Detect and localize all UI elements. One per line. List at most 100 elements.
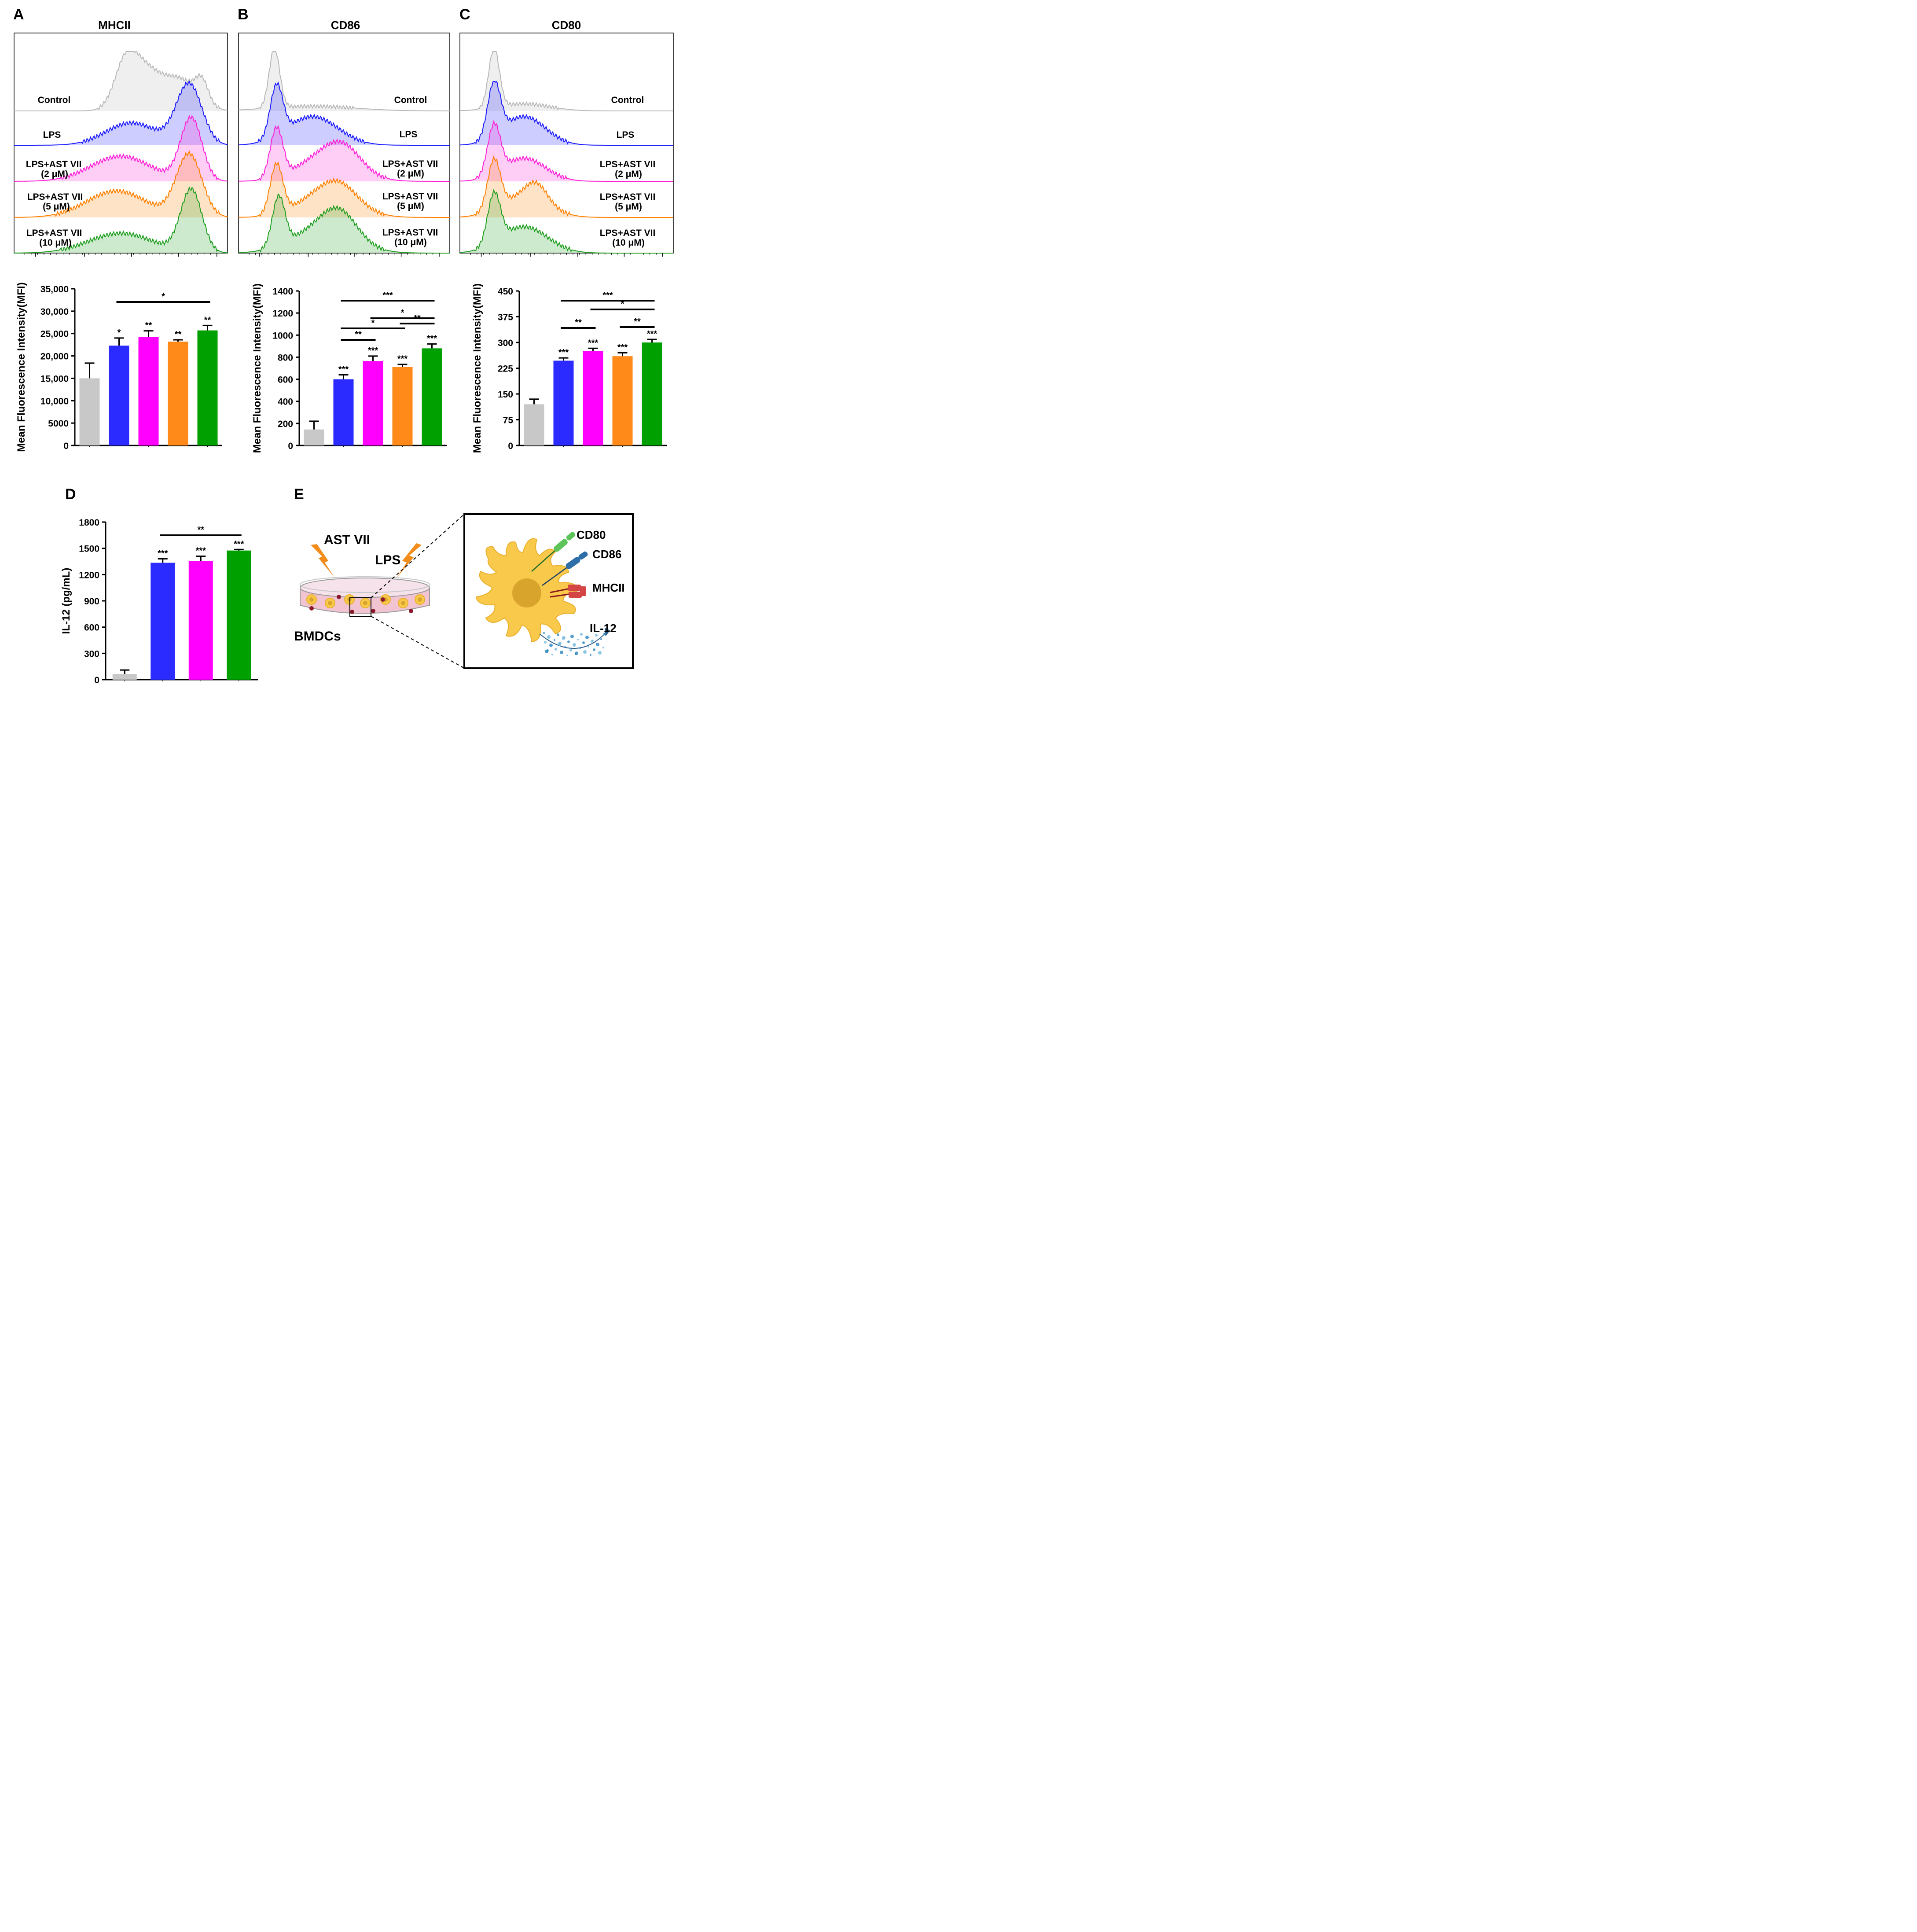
marker-cd80-label: CD80 (577, 528, 606, 541)
hist-label-ast10: LPS+AST VII (26, 228, 82, 238)
hist-label-ast5: LPS+AST VII (600, 192, 656, 202)
hist-label-ast2: LPS+AST VII (382, 159, 438, 169)
il12-dot (545, 650, 548, 653)
histogram-panel-cd80 (459, 33, 674, 257)
bracket-label: ** (197, 525, 204, 535)
y-tick-label: 30,000 (40, 307, 69, 317)
significance-label: *** (588, 338, 599, 348)
y-tick-label: 300 (498, 338, 513, 348)
histogram-fill (14, 151, 228, 217)
hist-label-ast2-dose: (2 μM) (41, 169, 68, 179)
significance-label: *** (368, 346, 378, 356)
y-tick-label: 900 (84, 596, 99, 607)
histogram-fill (239, 162, 450, 217)
panel-letter-e: E (294, 486, 304, 503)
y-tick-label: 0 (94, 675, 99, 685)
histogram-fill (14, 188, 228, 253)
dish-particle (381, 597, 385, 602)
bar (583, 351, 603, 445)
significance-label: * (118, 328, 121, 338)
bar (188, 561, 213, 680)
bar (304, 429, 324, 445)
il12-particles (543, 632, 606, 656)
bar (422, 348, 442, 445)
y-tick-label: 600 (278, 375, 293, 385)
marker-cd86-label: CD86 (592, 548, 621, 561)
il12-dot (603, 633, 606, 635)
panel-letter-c: C (459, 6, 470, 23)
stimulus-lps-label: LPS (375, 553, 400, 567)
histogram-curve (239, 193, 450, 254)
hist-label-ast2: LPS+AST VII (600, 159, 656, 169)
cytokine-label: IL-12 (590, 622, 617, 635)
significance-label: *** (234, 539, 244, 549)
histogram-fill (460, 190, 673, 253)
il12-dot (555, 648, 557, 651)
dish-label: BMDCs (294, 629, 341, 644)
bracket-label: ** (575, 318, 582, 328)
y-tick-label: 10,000 (40, 396, 69, 406)
y-tick-label: 25,000 (40, 329, 69, 339)
dish-cell-nucleus (418, 597, 422, 602)
y-tick-label: 1200 (79, 570, 99, 580)
significance-label: ** (145, 321, 152, 331)
mhcii-receptor-icon (550, 585, 586, 598)
y-tick-label: 0 (288, 441, 293, 451)
bar (333, 379, 354, 445)
il12-dot (580, 633, 583, 636)
bar (392, 367, 413, 445)
secretion-arrow-head (605, 628, 610, 637)
dish-particle (309, 606, 314, 611)
il12-dot (549, 644, 553, 647)
histogram-fill (239, 194, 450, 253)
y-tick-label: 1500 (79, 544, 99, 554)
il12-dot (570, 635, 574, 638)
histogram-curve (14, 114, 228, 182)
hist-title-cd80: CD80 (552, 18, 581, 32)
significance-label: *** (647, 329, 657, 339)
hist-label-ast5-dose: (5 μM) (43, 202, 70, 212)
marker-mhcii-label: MHCII (592, 581, 625, 594)
dish-particle (350, 610, 354, 614)
histogram-fill (14, 81, 228, 145)
il12-dot (591, 640, 593, 643)
significance-label: ** (175, 330, 182, 339)
hist-label-lps: LPS (617, 130, 635, 140)
hist-label-ast5-dose: (5 μM) (397, 201, 424, 211)
il12-dot (569, 649, 572, 651)
bar (524, 404, 544, 445)
histogram-curve (459, 189, 673, 254)
bracket-label: ** (634, 317, 641, 327)
histogram-curve (459, 81, 673, 146)
bracket-label: * (401, 308, 404, 318)
hist-label-ast2-dose: (2 μM) (397, 169, 424, 179)
y-tick-label: 0 (63, 441, 69, 451)
il12-dot (590, 654, 591, 656)
il12-dot (554, 639, 555, 641)
y-tick-label: 1800 (79, 518, 99, 528)
bar (197, 330, 218, 445)
bar (109, 346, 129, 445)
bracket-label: ** (355, 330, 362, 339)
bar (151, 563, 175, 680)
petri-dish-icon (300, 576, 430, 617)
il12-dot (596, 643, 599, 646)
hist-label-ast5-dose: (5 μM) (615, 202, 642, 212)
il12-dot (562, 638, 564, 640)
histogram-panel-mhcii (14, 33, 228, 257)
y-tick-label: 600 (84, 623, 99, 633)
significance-label: *** (397, 354, 408, 364)
il12-dot (567, 640, 570, 643)
panel-letter-d: D (65, 486, 76, 503)
histogram-fill (14, 116, 228, 181)
bar (138, 337, 159, 445)
y-tick-label: 1400 (272, 287, 293, 297)
dish-particle (409, 609, 413, 613)
bar (363, 361, 383, 445)
y-tick-label: 20,000 (40, 352, 69, 362)
y-tick-label: 75 (503, 416, 514, 426)
histogram-curve (239, 161, 450, 218)
hist-label-lps: LPS (400, 129, 418, 140)
y-tick-label: 0 (508, 441, 513, 451)
